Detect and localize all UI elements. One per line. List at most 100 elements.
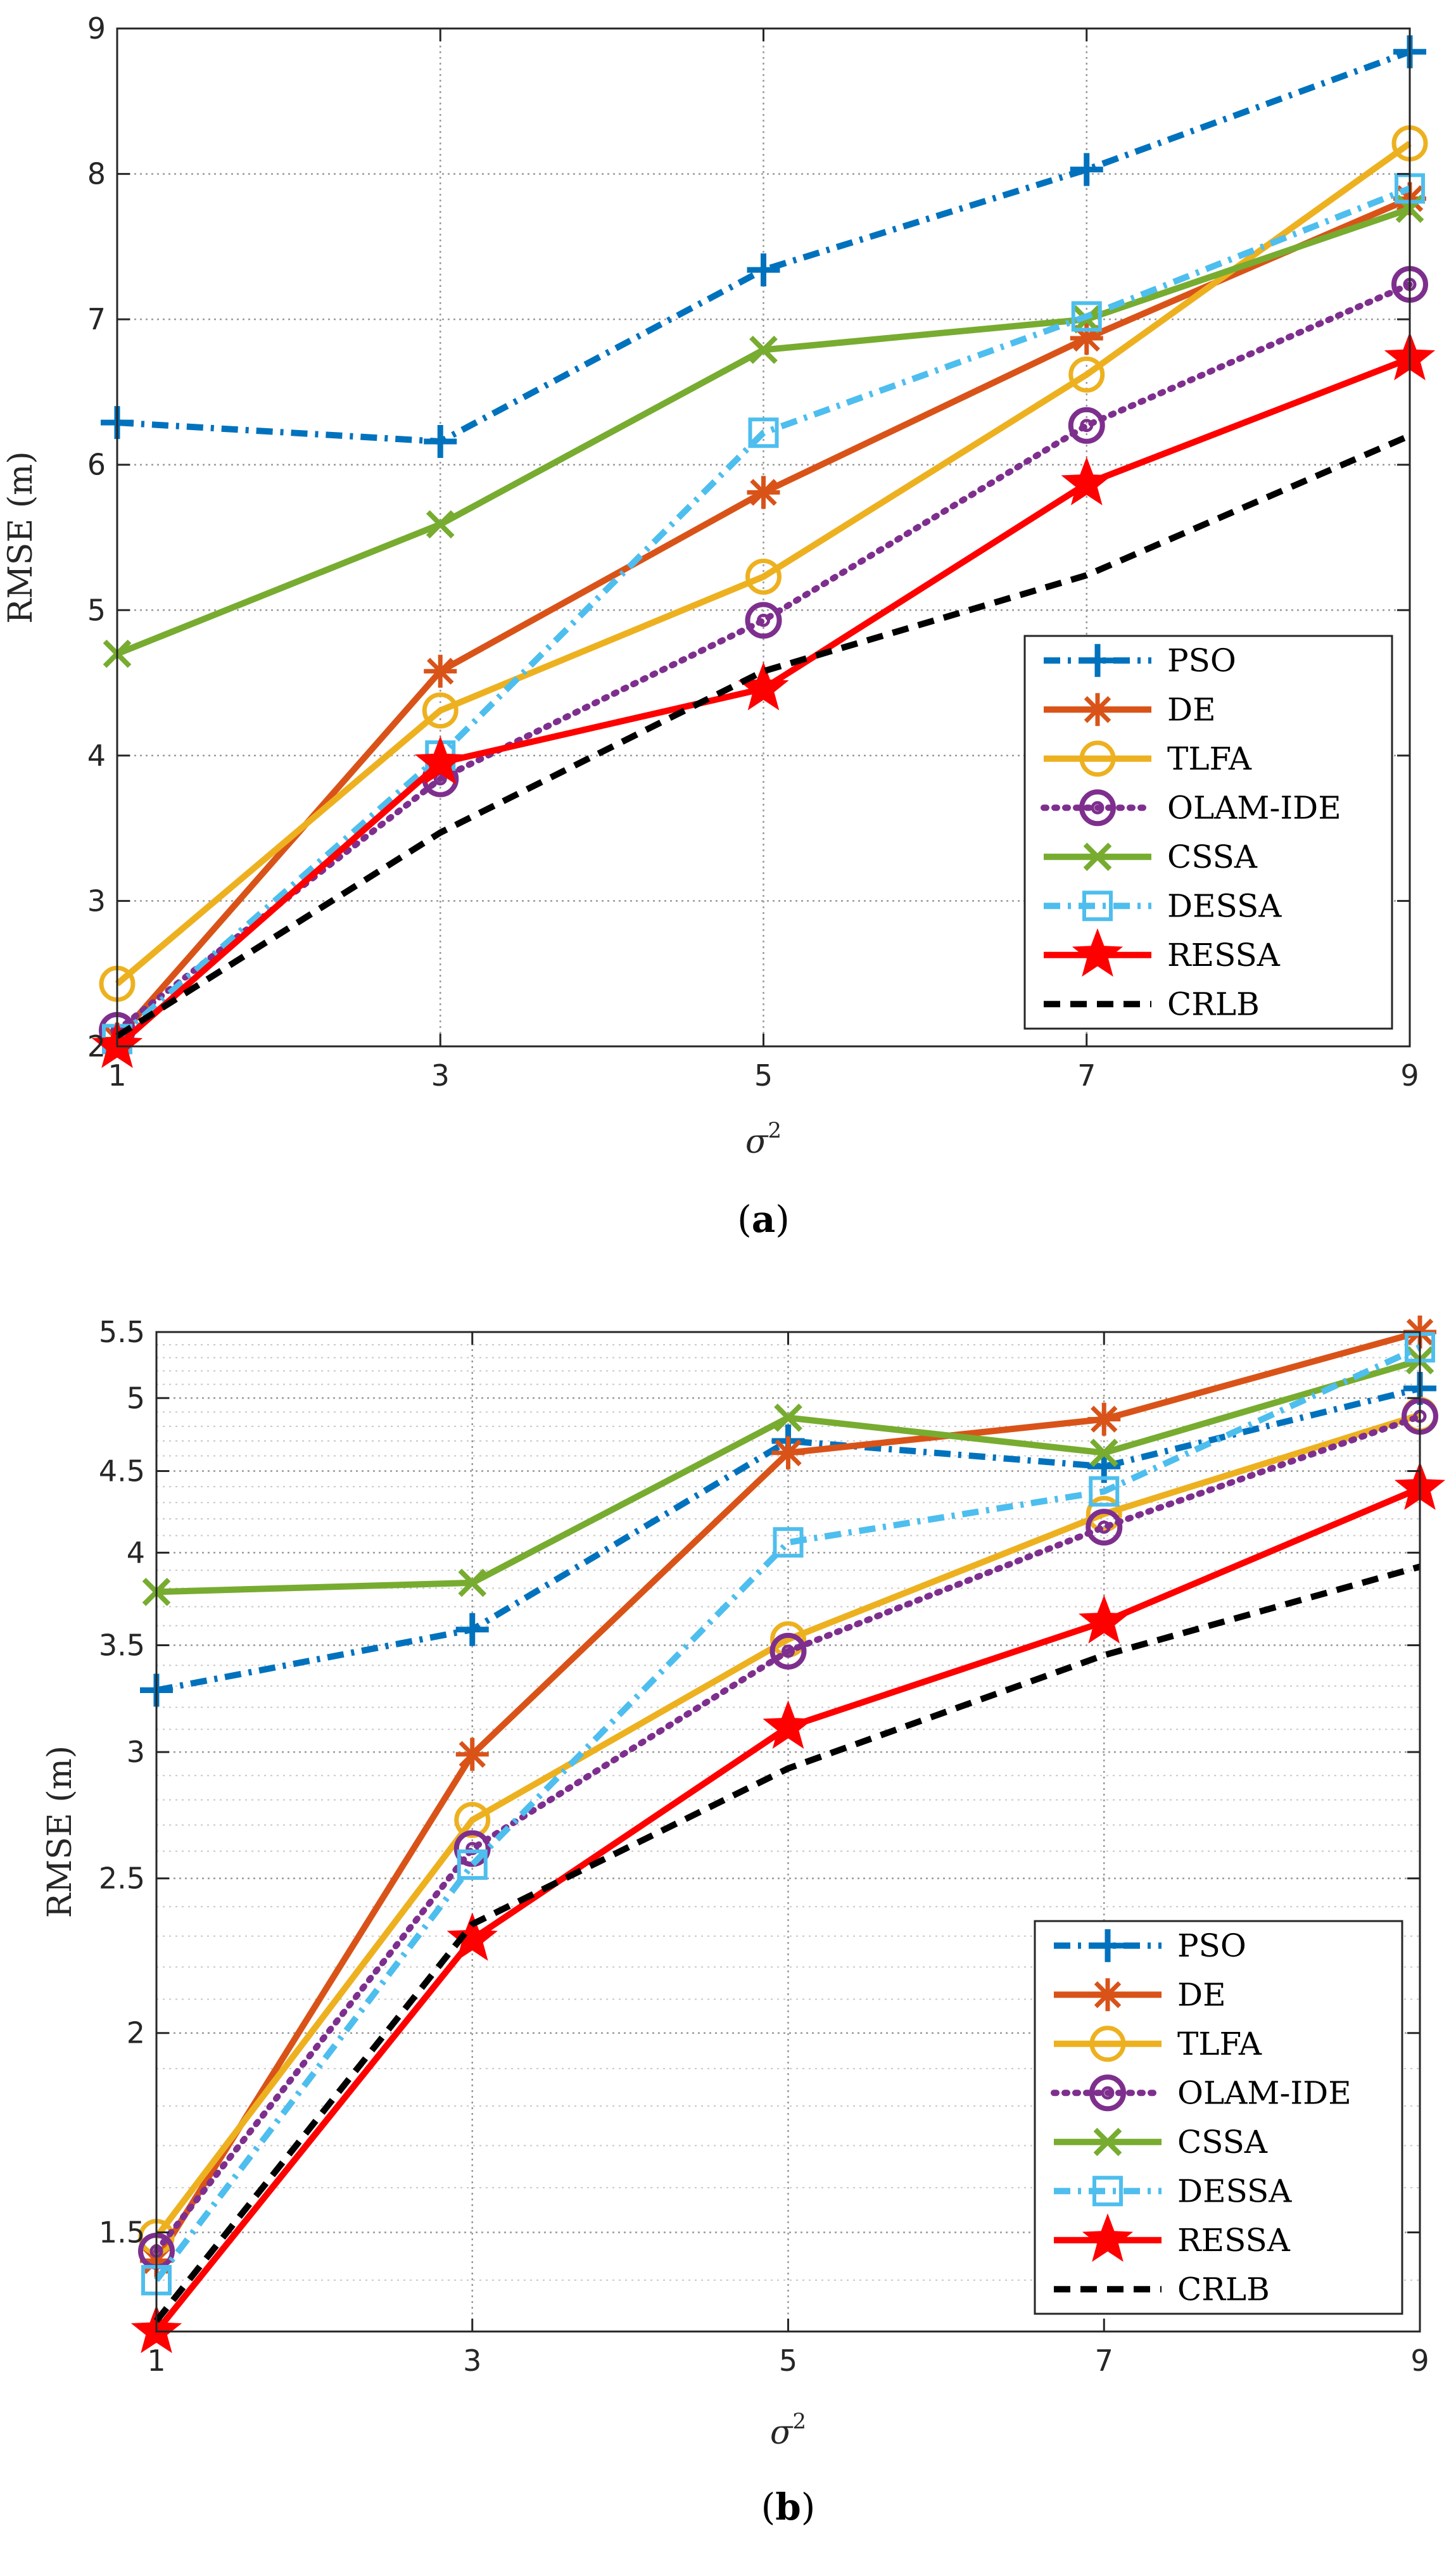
ticks: 1 3 5 7 9 1.5 2 2.5 3 3.5 4 4.5 5 5.5 [99,1315,1429,2378]
data-point [1071,301,1102,332]
data-point [1070,153,1103,186]
legend-label: PSO [1177,1927,1246,1964]
caption-label: b [775,2485,801,2528]
y-tick-label: 4 [87,739,106,773]
legend-entry-ressa: RESSA [1044,928,1281,977]
x-axis-label-symbol: σ [745,1123,769,1161]
x-tick-label: 5 [779,2344,797,2378]
data-point [1089,1438,1118,1468]
y-axis-label: RMSE (m) [41,1746,79,1918]
y-tick-label: 2.5 [99,1862,145,1896]
data-point [748,417,779,448]
data-point [453,1830,491,1867]
legend-entry-tlfa: TLFA [1044,740,1252,777]
y-tick-label: 3 [87,884,106,918]
legend-label: TLFA [1177,2026,1262,2062]
data-point [446,1912,498,1961]
legend-label: CSSA [1177,2124,1268,2160]
y-tick-label: 4.5 [99,1454,145,1488]
y-tick-label: 3.5 [99,1628,145,1662]
y-tick-label: 7 [87,302,106,336]
x-tick-label: 7 [1095,2344,1113,2378]
legend: PSO DE TLFA OLAM-IDE CSSA DESSA RESSA CRLB [1034,1920,1403,2315]
data-point [457,1849,488,1880]
legend-marker [1079,789,1116,827]
legend-label: PSO [1167,642,1236,679]
legend-marker [1083,842,1112,872]
legend-label: OLAM-IDE [1167,789,1341,826]
legend-marker [1092,2176,1123,2207]
data-point [1089,1476,1120,1507]
legend-label: DE [1167,691,1216,728]
legend-marker [1079,740,1116,777]
legend-label: CRLB [1167,986,1260,1022]
x-tick-label: 1 [147,2344,165,2378]
legend-entry-dessa: DESSA [1054,2173,1292,2209]
y-tick-label: 1.5 [99,2215,145,2249]
x-tick-label: 7 [1077,1058,1096,1093]
data-point [455,1613,489,1646]
legend-label: DESSA [1177,2173,1292,2209]
y-tick-label: 5 [127,1381,145,1415]
data-point [415,736,466,785]
data-point [1079,1595,1130,1644]
data-point [422,692,459,729]
data-point [769,1632,807,1670]
y-tick-label: 6 [87,448,106,482]
data-point [1068,356,1105,393]
legend-entry-ressa: RESSA [1054,2213,1291,2262]
legend-entry-pso: PSO [1044,642,1236,679]
legend-label: DESSA [1167,887,1282,924]
legend-marker [1091,1929,1124,1962]
x-axis-label: σ2 [770,2409,806,2452]
series-line [156,1385,1421,1694]
y-axis-label: RMSE (m) [2,451,40,623]
legend-marker [1082,891,1113,922]
y-tick-label: 2 [87,1029,106,1063]
y-tick-label: 8 [87,157,106,191]
legend-label: CSSA [1167,839,1258,875]
legend-entry-crlb: CRLB [1054,2271,1270,2307]
legend-entry-cssa: CSSA [1044,839,1258,875]
data-point [745,558,782,595]
legend-label: RESSA [1177,2222,1291,2259]
x-tick-label: 3 [463,2344,481,2378]
legend-marker [1082,2213,1134,2262]
x-axis-label: σ2 [745,1118,782,1161]
caption-label: a [752,1198,776,1241]
series-line [154,1344,1422,2282]
caption-paren-open: ( [737,1198,752,1241]
legend-label: RESSA [1167,937,1281,974]
x-axis-label-superscript: 2 [768,1118,782,1143]
legend-marker [1081,693,1114,726]
series-line [154,1412,1421,2239]
legend-marker [1081,644,1114,677]
data-point [774,1404,802,1432]
series-crlb [154,1563,1421,2323]
legend-label: TLFA [1167,740,1252,777]
legend-marker [1091,1978,1124,2012]
legend-entry-olam-ide: OLAM-IDE [1051,2074,1352,2112]
x-tick-label: 9 [1400,1058,1419,1093]
legend-entry-pso: PSO [1054,1927,1246,1964]
y-tick-label: 2 [127,2016,145,2050]
legend-entry-de: DE [1054,1976,1226,2013]
data-point [455,1737,489,1771]
series-line [154,1563,1421,2323]
data-point [745,602,782,639]
y-tick-label: 9 [87,11,106,46]
data-point [1070,321,1103,355]
x-tick-label: 9 [1410,2344,1429,2378]
series-line [115,185,1411,1042]
legend-entry-olam-ide: OLAM-IDE [1041,789,1341,827]
data-point [454,1801,491,1838]
legend: PSO DE TLFA OLAM-IDE CSSA DESSA RESSA CRLB [1023,635,1393,1030]
y-tick-label: 3 [127,1735,145,1769]
legend-entry-dessa: DESSA [1044,887,1282,924]
data-point [747,476,780,509]
legend-entry-de: DE [1044,691,1216,728]
data-point [426,510,455,539]
x-tick-label: 5 [754,1058,773,1093]
x-tick-label: 1 [108,1058,126,1093]
